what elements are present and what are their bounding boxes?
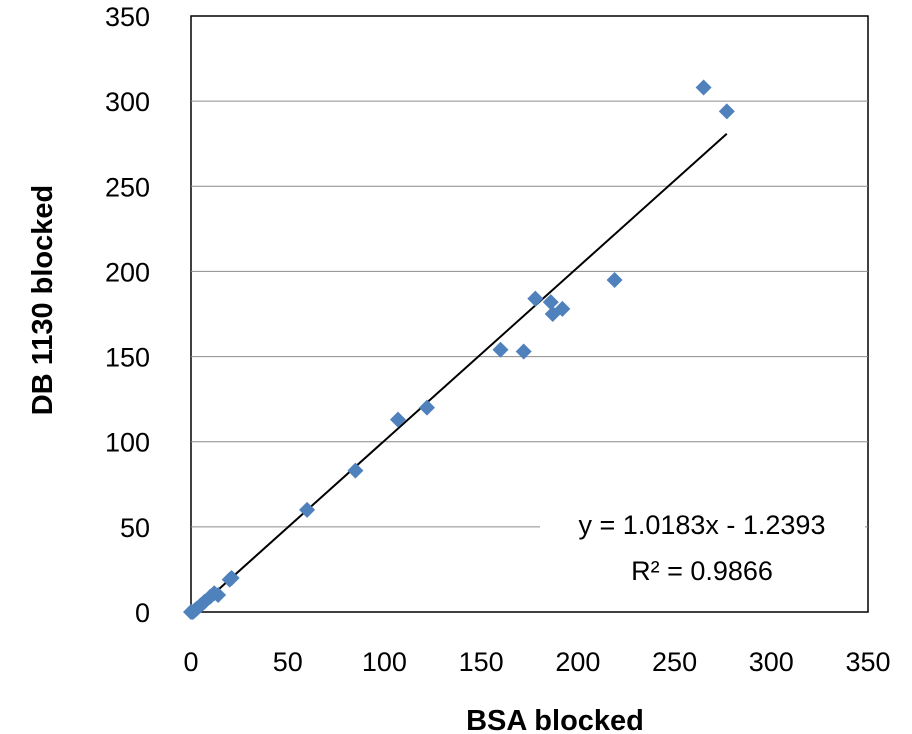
data-point: [718, 103, 735, 120]
y-tick-label: 250: [105, 172, 150, 202]
y-tick-label: 150: [105, 343, 150, 373]
y-tick-label: 100: [105, 428, 150, 458]
x-axis-ticks: 0 50 100 150 200 250 300 350: [183, 647, 890, 677]
data-point: [492, 341, 509, 358]
y-tick-label: 50: [120, 513, 150, 543]
r-squared-label: R² = 0.9866: [631, 556, 773, 586]
data-point: [223, 569, 240, 586]
x-tick-label: 350: [845, 647, 890, 677]
x-tick-label: 200: [555, 647, 600, 677]
data-point: [389, 411, 406, 428]
data-point: [515, 343, 532, 360]
data-point: [347, 462, 364, 479]
data-point: [695, 79, 712, 96]
trendline: [196, 133, 728, 610]
y-tick-label: 200: [105, 257, 150, 287]
data-point: [542, 294, 559, 311]
data-point: [210, 586, 227, 603]
y-axis-ticks: 0 50 100 150 200 250 300 350: [105, 2, 150, 628]
x-tick-label: 150: [459, 647, 504, 677]
data-points: [183, 79, 735, 620]
x-tick-label: 250: [652, 647, 697, 677]
equation-background: [540, 506, 865, 542]
y-tick-label: 350: [105, 2, 150, 32]
y-tick-label: 0: [135, 598, 150, 628]
x-axis-label: BSA blocked: [466, 705, 644, 734]
x-tick-label: 300: [749, 647, 794, 677]
data-point: [554, 300, 571, 317]
x-tick-label: 50: [273, 647, 303, 677]
data-point: [418, 399, 435, 416]
x-tick-label: 100: [362, 647, 407, 677]
y-axis-label: DB 1130 blocked: [27, 185, 59, 416]
trendline-equation: y = 1.0183x - 1.2393: [579, 510, 826, 540]
y-tick-label: 300: [105, 87, 150, 117]
data-point: [606, 271, 623, 288]
data-point: [299, 501, 316, 518]
data-point: [527, 290, 544, 307]
x-tick-label: 0: [183, 647, 198, 677]
